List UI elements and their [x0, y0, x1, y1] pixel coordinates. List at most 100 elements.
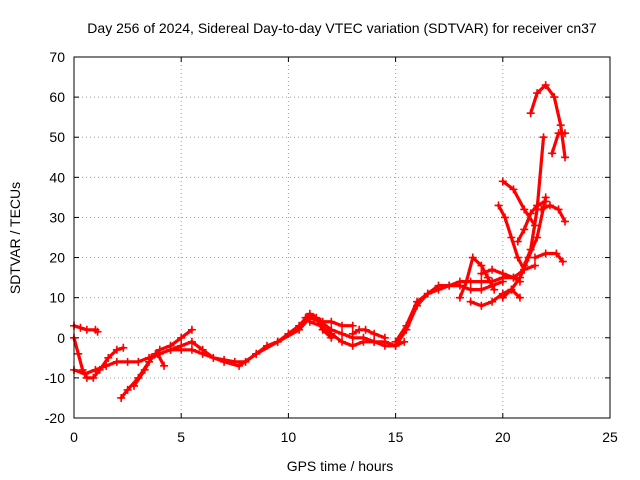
data-point-marker	[539, 133, 548, 142]
data-point-marker	[348, 321, 357, 330]
data-point-marker	[230, 357, 239, 366]
data-point-marker	[490, 285, 499, 294]
data-point-marker	[104, 353, 113, 362]
data-point-marker	[316, 321, 325, 330]
data-point-marker	[533, 233, 542, 242]
data-point-marker	[235, 361, 244, 370]
data-point-marker	[112, 345, 121, 354]
x-axis-label: GPS time / hours	[287, 458, 394, 474]
data-point-marker	[498, 293, 507, 302]
data-point-marker	[423, 289, 432, 298]
data-point-marker	[530, 253, 539, 262]
data-point-marker	[123, 385, 132, 394]
x-tick-label: 0	[70, 429, 78, 445]
series-track-19	[529, 83, 567, 159]
data-point-marker	[545, 201, 554, 210]
data-point-marker	[117, 393, 126, 402]
data-point-marker	[488, 281, 497, 290]
data-point-marker	[112, 357, 121, 366]
data-point-marker	[262, 341, 271, 350]
data-point-marker	[537, 205, 546, 214]
x-tick-label: 10	[281, 429, 297, 445]
data-point-marker	[130, 381, 139, 390]
data-point-marker	[338, 337, 346, 346]
data-point-marker	[526, 209, 535, 218]
data-point-marker	[526, 109, 535, 118]
data-point-marker	[548, 149, 557, 158]
data-point-marker	[413, 297, 422, 306]
series-track-1	[72, 324, 100, 334]
data-point-marker	[445, 281, 454, 290]
series-track-20	[539, 203, 567, 224]
data-point-marker	[462, 277, 471, 286]
data-point-marker	[166, 345, 175, 354]
data-point-marker	[513, 237, 522, 246]
data-point-marker	[252, 349, 261, 358]
data-point-marker	[560, 129, 569, 138]
series-group	[72, 83, 567, 400]
data-point-marker	[153, 349, 162, 358]
series-track-10	[394, 280, 505, 344]
data-point-marker	[91, 365, 100, 374]
data-point-marker	[552, 249, 561, 258]
data-point-marker	[556, 121, 565, 130]
data-point-marker	[160, 361, 169, 370]
data-point-marker	[76, 323, 85, 332]
data-point-marker	[305, 309, 314, 318]
x-tick-label: 25	[602, 429, 618, 445]
data-point-marker	[520, 225, 529, 234]
data-point-marker	[520, 261, 529, 270]
y-tick-label: 0	[57, 330, 65, 346]
data-point-marker	[507, 233, 516, 242]
data-point-marker	[102, 361, 111, 370]
marker-group	[70, 81, 569, 402]
data-point-marker	[198, 345, 207, 354]
series-track-11	[458, 256, 496, 300]
axis-ticks: -20 -10 0 10 20 30 40 50 60 70 0 5 10 15 20 25	[45, 49, 618, 445]
data-point-marker	[310, 313, 319, 322]
data-point-marker	[483, 273, 492, 282]
data-point-marker	[513, 253, 522, 262]
data-point-marker	[520, 205, 529, 214]
data-point-marker	[78, 365, 87, 374]
y-tick-label: 30	[49, 209, 65, 225]
data-point-marker	[187, 345, 196, 354]
data-point-marker	[318, 325, 327, 334]
data-point-marker	[402, 321, 411, 330]
data-point-marker	[500, 213, 509, 222]
data-point-marker	[507, 285, 516, 294]
data-point-marker	[434, 285, 443, 294]
data-point-marker	[560, 217, 569, 226]
y-tick-label: 60	[49, 89, 65, 105]
data-point-marker	[455, 281, 464, 290]
y-tick-label: -10	[45, 370, 65, 386]
x-tick-label: 5	[177, 429, 185, 445]
data-point-marker	[123, 357, 132, 366]
y-axis-label: SDTVAR / TECUs	[7, 182, 23, 294]
data-point-marker	[515, 293, 524, 302]
data-point-marker	[140, 365, 149, 374]
data-point-marker	[560, 153, 569, 162]
data-point-marker	[327, 317, 336, 326]
plot-frame	[73, 56, 611, 419]
data-point-marker	[155, 345, 164, 354]
data-point-marker	[477, 261, 486, 270]
data-point-marker	[338, 321, 346, 330]
y-tick-label: 40	[49, 169, 65, 185]
data-point-marker	[477, 301, 486, 310]
data-point-marker	[530, 261, 539, 270]
data-point-marker	[361, 325, 370, 334]
data-point-marker	[494, 201, 503, 210]
data-point-marker	[488, 265, 497, 274]
data-point-marker	[338, 329, 346, 338]
data-point-marker	[530, 221, 539, 230]
data-point-marker	[498, 177, 507, 186]
data-point-marker	[533, 89, 542, 98]
y-tick-label: 70	[49, 49, 65, 65]
data-point-marker	[348, 329, 357, 338]
y-tick-label: 20	[49, 250, 65, 266]
data-point-marker	[145, 357, 154, 366]
grid	[74, 57, 610, 418]
data-point-marker	[177, 341, 186, 350]
data-point-marker	[89, 373, 98, 382]
